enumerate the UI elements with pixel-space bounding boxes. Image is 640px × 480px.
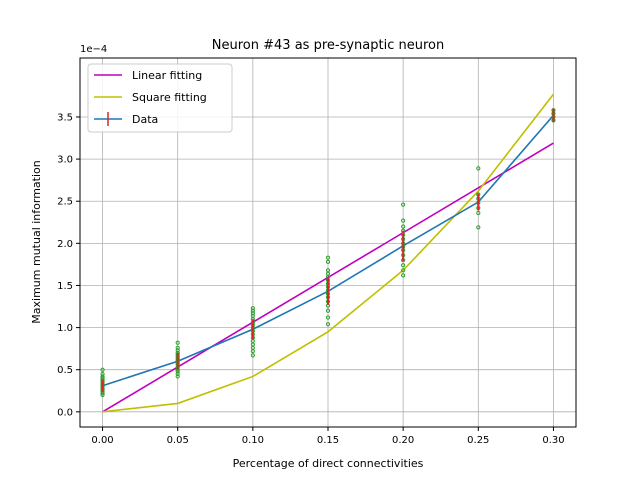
x-tick-label: 0.30: [542, 435, 564, 446]
x-tick-label: 0.00: [91, 435, 113, 446]
y-tick-label: 3.0: [57, 155, 73, 166]
legend: Linear fitting Square fitting Data: [87, 63, 233, 133]
chart-title: Neuron #43 as pre-synaptic neuron: [212, 38, 444, 53]
scatter-point: [100, 376, 105, 381]
x-axis-label: Percentage of direct connectivities: [233, 457, 424, 470]
y-axis-ticks: 0.0 0.5 1.0 1.5 2.0 2.5 3.0 3.5: [57, 112, 80, 418]
y-tick-label: 0.5: [57, 365, 73, 376]
scatter-point: [100, 374, 105, 379]
y-tick-label: 2.5: [57, 197, 73, 208]
x-axis-ticks: 0.00 0.05 0.10 0.15 0.20 0.25 0.30: [91, 427, 565, 446]
scatter-point: [175, 369, 180, 374]
legend-label-data: Data: [132, 113, 158, 126]
scatter-point: [325, 308, 331, 313]
y-tick-label: 0.0: [57, 407, 73, 418]
legend-label-linear: Linear fitting: [132, 69, 202, 82]
scatter-point: [401, 263, 406, 268]
scatter-point: [250, 308, 255, 313]
scatter-point: [175, 374, 180, 379]
y-axis-label: Maximum mutual information: [30, 160, 43, 323]
y-tick-label: 3.5: [57, 112, 73, 123]
x-tick-label: 0.10: [242, 435, 264, 446]
scatter-point: [325, 259, 331, 264]
scatter-point: [175, 371, 180, 377]
scatter-point: [401, 218, 406, 223]
x-tick-label: 0.25: [467, 435, 489, 446]
scatter-point: [476, 210, 481, 216]
y-tick-label: 2.0: [57, 239, 73, 250]
legend-label-square: Square fitting: [132, 91, 207, 104]
scatter-layer: [100, 108, 556, 398]
y-axis-scale-label: 1e−4: [80, 44, 107, 55]
scatter-point: [250, 306, 255, 311]
y-tick-label: 1.5: [57, 281, 73, 292]
scatter-point: [401, 224, 406, 229]
scatter-point: [325, 315, 331, 320]
scatter-point: [401, 202, 406, 207]
scatter-point: [175, 340, 180, 345]
scatter-point: [175, 348, 180, 353]
scatter-point: [100, 367, 105, 372]
scatter-point: [325, 268, 331, 273]
scatter-point: [476, 225, 481, 230]
x-tick-label: 0.05: [167, 435, 189, 446]
x-tick-label: 0.15: [317, 435, 339, 446]
scatter-point: [401, 268, 406, 273]
series-line-square-fitting: [102, 93, 555, 413]
scatter-point: [175, 345, 180, 350]
scatter-point: [401, 273, 406, 278]
scatter-point: [250, 353, 255, 358]
errorbar-layer: [101, 108, 555, 392]
scatter-point: [325, 322, 331, 327]
y-tick-label: 1.0: [57, 323, 73, 334]
scatter-point: [476, 166, 481, 171]
scatter-point: [325, 255, 331, 260]
scatter-point: [250, 311, 255, 316]
x-tick-label: 0.20: [392, 435, 414, 446]
legend-box: [87, 63, 233, 133]
scatter-point: [250, 313, 255, 318]
scatter-point: [100, 371, 105, 377]
